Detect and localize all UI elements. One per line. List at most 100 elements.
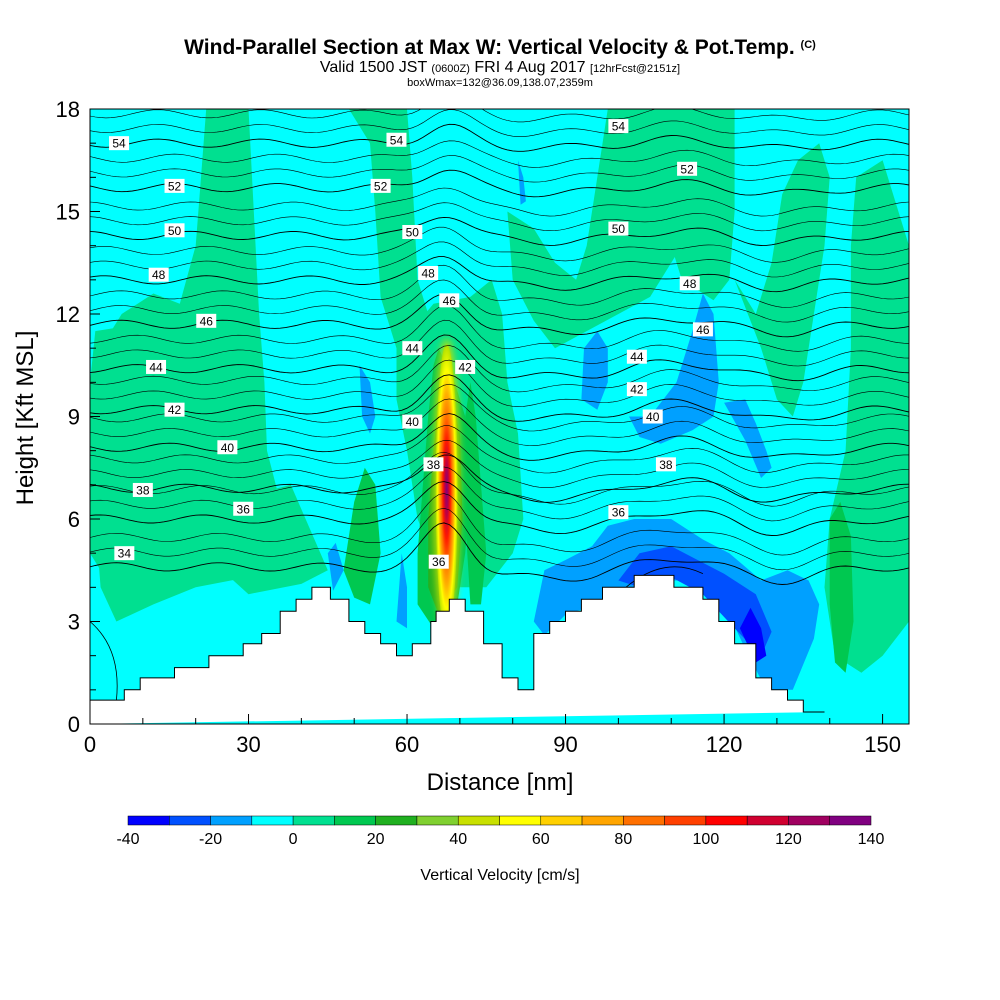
contour-label: 40 bbox=[402, 414, 423, 429]
potential-temperature-contours bbox=[90, 109, 909, 701]
theta-contour-surface-west bbox=[90, 621, 118, 701]
theta-contour-40-minor-2 bbox=[90, 383, 909, 432]
colorbar-swatch bbox=[623, 815, 665, 826]
colorbar-swatch bbox=[416, 815, 459, 826]
contour-label: 34 bbox=[114, 546, 135, 561]
contour-label-box bbox=[677, 161, 698, 176]
contour-label-text: 54 bbox=[112, 137, 126, 151]
contour-label-box bbox=[164, 178, 185, 193]
contour-label: 48 bbox=[679, 276, 700, 291]
contour-label-text: 40 bbox=[646, 410, 660, 424]
y-tick-label: 18 bbox=[56, 97, 80, 122]
contour-label-box bbox=[402, 225, 423, 239]
x-tick-label: 30 bbox=[236, 732, 260, 757]
theta-contour-54-minor-2 bbox=[90, 109, 909, 123]
contour-label: 36 bbox=[233, 501, 254, 516]
theta-contour-38-minor-1 bbox=[90, 440, 909, 488]
contour-label-box bbox=[370, 178, 391, 193]
contour-label-box bbox=[655, 457, 676, 472]
colorbar-swatch bbox=[251, 815, 294, 826]
colorbar-tick-label: 100 bbox=[693, 831, 720, 848]
theta-contour-surface-east bbox=[618, 566, 704, 595]
colorbar-swatch bbox=[499, 815, 542, 826]
contour-label-box bbox=[109, 136, 130, 151]
contour-label-box bbox=[114, 546, 135, 561]
contour-label-text: 46 bbox=[443, 294, 457, 308]
contour-label: 44 bbox=[626, 349, 647, 364]
chart-title-text: Wind-Parallel Section at Max W: Vertical… bbox=[184, 36, 795, 59]
theta-contour-36-minor-1 bbox=[90, 466, 909, 522]
theta-contour-44-minor-1 bbox=[90, 319, 909, 367]
y-tick-label: 12 bbox=[56, 302, 80, 327]
x-tick-label: 90 bbox=[553, 732, 577, 757]
contour-label: 46 bbox=[692, 322, 713, 337]
contour-label-box bbox=[642, 409, 663, 424]
colorbar-tick-label: 120 bbox=[775, 831, 802, 848]
forecast-info: [12hrFcst@2151z] bbox=[590, 63, 681, 75]
contour-label-text: 40 bbox=[221, 441, 235, 455]
valid-time-utc: (0600Z) bbox=[431, 63, 470, 75]
contour-label-text: 42 bbox=[630, 383, 644, 397]
terrain-mask bbox=[90, 574, 825, 724]
theta-contour-38 bbox=[90, 454, 909, 503]
contour-label: 38 bbox=[132, 482, 153, 497]
theta-contour-36-minor-2 bbox=[90, 451, 909, 507]
contour-label-text: 44 bbox=[406, 342, 420, 356]
contour-label-box bbox=[386, 132, 407, 147]
contour-label-box bbox=[148, 267, 169, 282]
contour-label-box bbox=[217, 440, 238, 455]
y-tick-label: 3 bbox=[68, 610, 80, 635]
contour-label-box bbox=[679, 276, 700, 291]
x-tick-label: 150 bbox=[864, 732, 901, 757]
contour-label: 44 bbox=[402, 341, 423, 356]
contour-label: 50 bbox=[402, 225, 423, 240]
contour-label-box bbox=[196, 313, 217, 328]
contour-label-box bbox=[164, 402, 185, 417]
contour-label-box bbox=[233, 501, 254, 516]
theta-contour-48-minor-1 bbox=[90, 241, 909, 278]
colorbar-swatch bbox=[334, 815, 376, 826]
theta-contour-42-minor-1 bbox=[90, 359, 909, 407]
contour-label: 42 bbox=[626, 382, 647, 397]
y-axis-label: Height [Kft MSL] bbox=[12, 331, 39, 506]
contour-label: 44 bbox=[146, 359, 167, 374]
contour-label: 40 bbox=[642, 409, 663, 424]
box-wmax-info: boxWmax=132@36.09,138.07,2359m bbox=[407, 77, 593, 89]
colorbar-tick-label: 60 bbox=[532, 831, 550, 848]
colorbar-swatch bbox=[540, 815, 583, 826]
colorbar-swatch bbox=[664, 815, 707, 826]
contour-label-box bbox=[692, 322, 713, 337]
theta-contour-54-minor-1 bbox=[90, 109, 909, 137]
contour-labels: 54 54 54 52 52 52 50 50 50 48 48 48 46 46 46 44 44 44 42 42… bbox=[109, 119, 713, 569]
contour-label-text: 34 bbox=[118, 547, 132, 561]
colorbar-tick-label: 0 bbox=[289, 831, 298, 848]
contour-label-box bbox=[626, 382, 647, 397]
colorbar-tick-label: 80 bbox=[614, 831, 632, 848]
colorbar-swatch bbox=[829, 815, 872, 826]
contour-label-box bbox=[439, 293, 460, 308]
theta-contour-48 bbox=[90, 256, 909, 293]
updraft-plume-east bbox=[734, 143, 830, 417]
theta-contour-52 bbox=[90, 169, 909, 198]
contour-label-box bbox=[132, 482, 153, 497]
colorbar-tick-label: 40 bbox=[449, 831, 467, 848]
contour-label-text: 50 bbox=[612, 222, 626, 236]
contour-label-text: 38 bbox=[427, 458, 441, 472]
contour-label-box bbox=[164, 223, 185, 238]
contour-label-text: 50 bbox=[406, 226, 420, 240]
downdraft-mid-east bbox=[581, 331, 608, 410]
copyright-mark: (C) bbox=[800, 39, 816, 51]
contour-label-text: 52 bbox=[680, 162, 694, 176]
colorbar-tick-label: -20 bbox=[199, 831, 222, 848]
downdraft-upper-west bbox=[359, 365, 376, 434]
theta-contour-46-minor-1 bbox=[90, 279, 909, 323]
colorbar-swatch bbox=[169, 815, 211, 826]
x-tick-label: 120 bbox=[706, 732, 743, 757]
contour-label-text: 54 bbox=[390, 133, 404, 147]
theta-contour-50-minor-1 bbox=[90, 202, 909, 232]
contour-label-box bbox=[626, 349, 647, 364]
theta-contour-38-minor-2 bbox=[90, 425, 909, 474]
theta-contour-44 bbox=[90, 334, 909, 382]
contour-label: 48 bbox=[148, 267, 169, 282]
